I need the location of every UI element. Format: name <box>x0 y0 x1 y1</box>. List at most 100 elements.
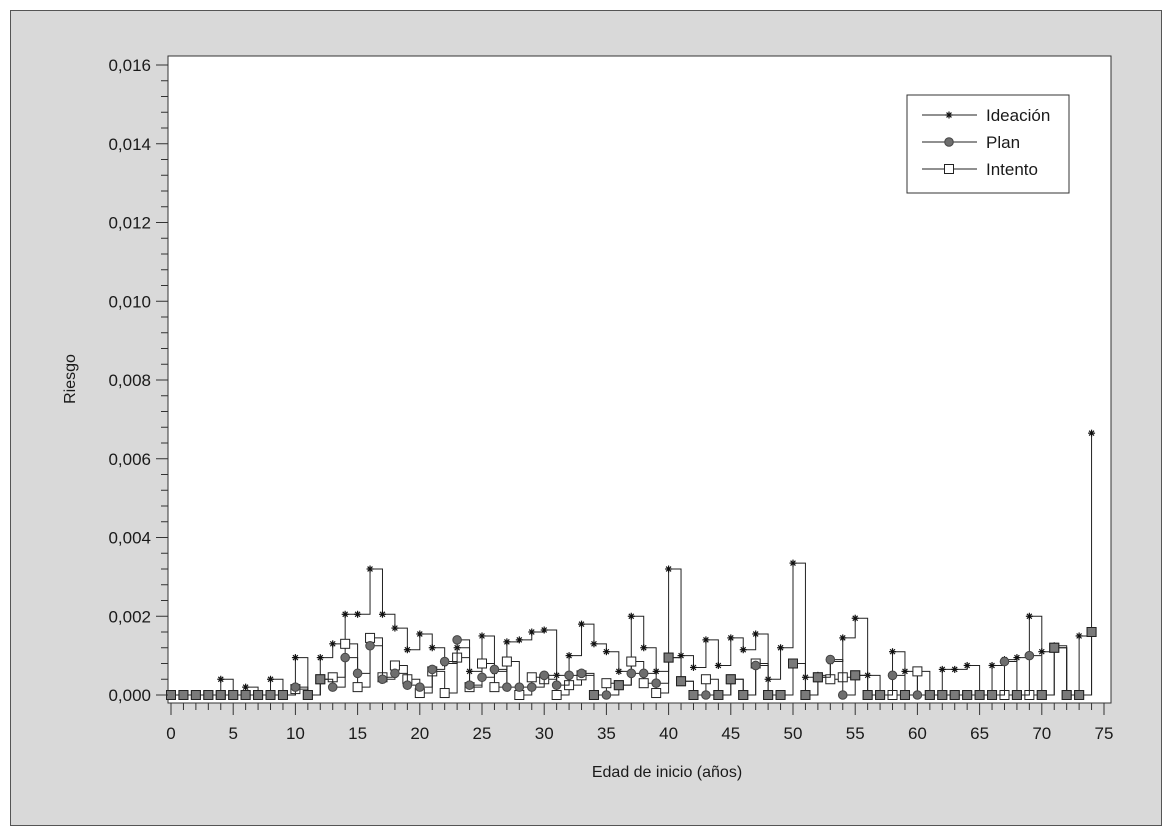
data-point <box>601 690 612 700</box>
data-point <box>402 680 413 690</box>
data-point <box>651 678 661 688</box>
overlap-point <box>850 670 861 681</box>
overlap-point <box>215 690 226 700</box>
data-point <box>526 672 537 683</box>
data-point <box>938 665 946 673</box>
data-point <box>912 690 923 700</box>
data-point <box>340 638 351 649</box>
data-point <box>825 654 836 665</box>
overlap-point <box>937 690 948 700</box>
data-point <box>702 636 710 644</box>
data-point <box>515 636 523 644</box>
x-tick-label: 40 <box>659 724 678 743</box>
data-point <box>390 668 400 679</box>
data-point <box>464 680 475 690</box>
data-point <box>714 661 722 669</box>
overlap-point <box>265 690 276 700</box>
data-point <box>354 610 362 618</box>
x-tick-label: 15 <box>348 724 367 743</box>
data-point <box>477 672 487 683</box>
overlap-point <box>1086 627 1097 637</box>
data-point <box>999 656 1010 667</box>
y-tick-label: 0,008 <box>108 371 151 390</box>
overlap-point <box>738 690 749 700</box>
axes-layer: 0,000 0,002 0,004 0,006 0,008 0,010 0,012 0,014… <box>108 56 1113 743</box>
data-point <box>1038 648 1046 656</box>
legend-marker <box>944 164 954 174</box>
overlap-point <box>663 652 674 663</box>
overlap-point <box>203 690 214 700</box>
data-point <box>316 654 324 662</box>
legend: Ideación Plan Intento <box>906 94 1070 194</box>
overlap-point <box>962 690 973 700</box>
legend-entry: Ideación <box>922 106 1050 125</box>
data-point <box>988 661 996 669</box>
series-line <box>171 632 1093 696</box>
data-point <box>789 559 797 567</box>
data-point <box>415 682 425 692</box>
data-point <box>340 652 350 663</box>
data-point <box>601 678 612 689</box>
data-point <box>887 670 898 681</box>
x-tick-label: 35 <box>597 724 616 743</box>
overlap-point <box>725 674 736 685</box>
data-point <box>564 670 574 681</box>
overlap-point <box>190 690 201 700</box>
series-layer <box>166 429 1097 700</box>
data-point <box>578 620 586 628</box>
data-point <box>416 630 424 638</box>
overlap-point <box>763 690 774 700</box>
data-point <box>514 682 525 692</box>
data-point <box>489 664 500 675</box>
legend-entry: Intento <box>922 160 1038 179</box>
x-tick-label: 50 <box>784 724 803 743</box>
data-point <box>627 612 635 620</box>
data-point <box>551 690 562 700</box>
legend-label: Plan <box>986 133 1020 152</box>
overlap-point <box>1036 690 1047 700</box>
data-point <box>428 644 436 652</box>
data-point <box>851 614 859 622</box>
overlap-point <box>588 690 599 700</box>
x-tick-label: 65 <box>970 724 989 743</box>
data-point <box>502 682 512 692</box>
data-point <box>777 644 785 652</box>
overlap-point <box>178 690 189 700</box>
data-point <box>576 668 587 679</box>
data-point <box>551 680 562 690</box>
data-point <box>638 668 649 679</box>
data-point <box>700 674 711 685</box>
y-tick-label: 0,002 <box>108 607 151 626</box>
y-tick-label: 0,006 <box>108 450 151 469</box>
data-point <box>329 640 337 648</box>
overlap-point <box>1049 642 1060 653</box>
y-axis-title: Riesgo <box>62 354 79 404</box>
data-point <box>640 644 648 652</box>
data-point <box>489 682 500 693</box>
y-tick-label: 0,016 <box>108 56 151 75</box>
data-point <box>565 652 573 660</box>
data-point <box>651 688 662 699</box>
overlap-point <box>987 690 998 700</box>
data-point <box>477 658 487 669</box>
data-point <box>1088 429 1096 437</box>
data-point <box>752 630 760 638</box>
y-tick-label: 0,000 <box>108 686 151 705</box>
data-point <box>341 610 349 618</box>
x-tick-label: 75 <box>1095 724 1114 743</box>
data-point <box>526 682 537 692</box>
data-point <box>378 610 386 618</box>
y-tick-label: 0,004 <box>108 529 151 548</box>
data-point <box>290 682 301 692</box>
y-tick-label: 0,010 <box>108 292 151 311</box>
data-point <box>352 682 363 693</box>
overlap-point <box>713 690 724 700</box>
data-point <box>590 640 598 648</box>
data-point <box>665 565 673 573</box>
data-point <box>217 675 225 683</box>
overlap-point <box>800 690 811 700</box>
overlap-point <box>302 690 313 700</box>
data-point <box>615 667 623 675</box>
legend-marker <box>944 137 954 147</box>
